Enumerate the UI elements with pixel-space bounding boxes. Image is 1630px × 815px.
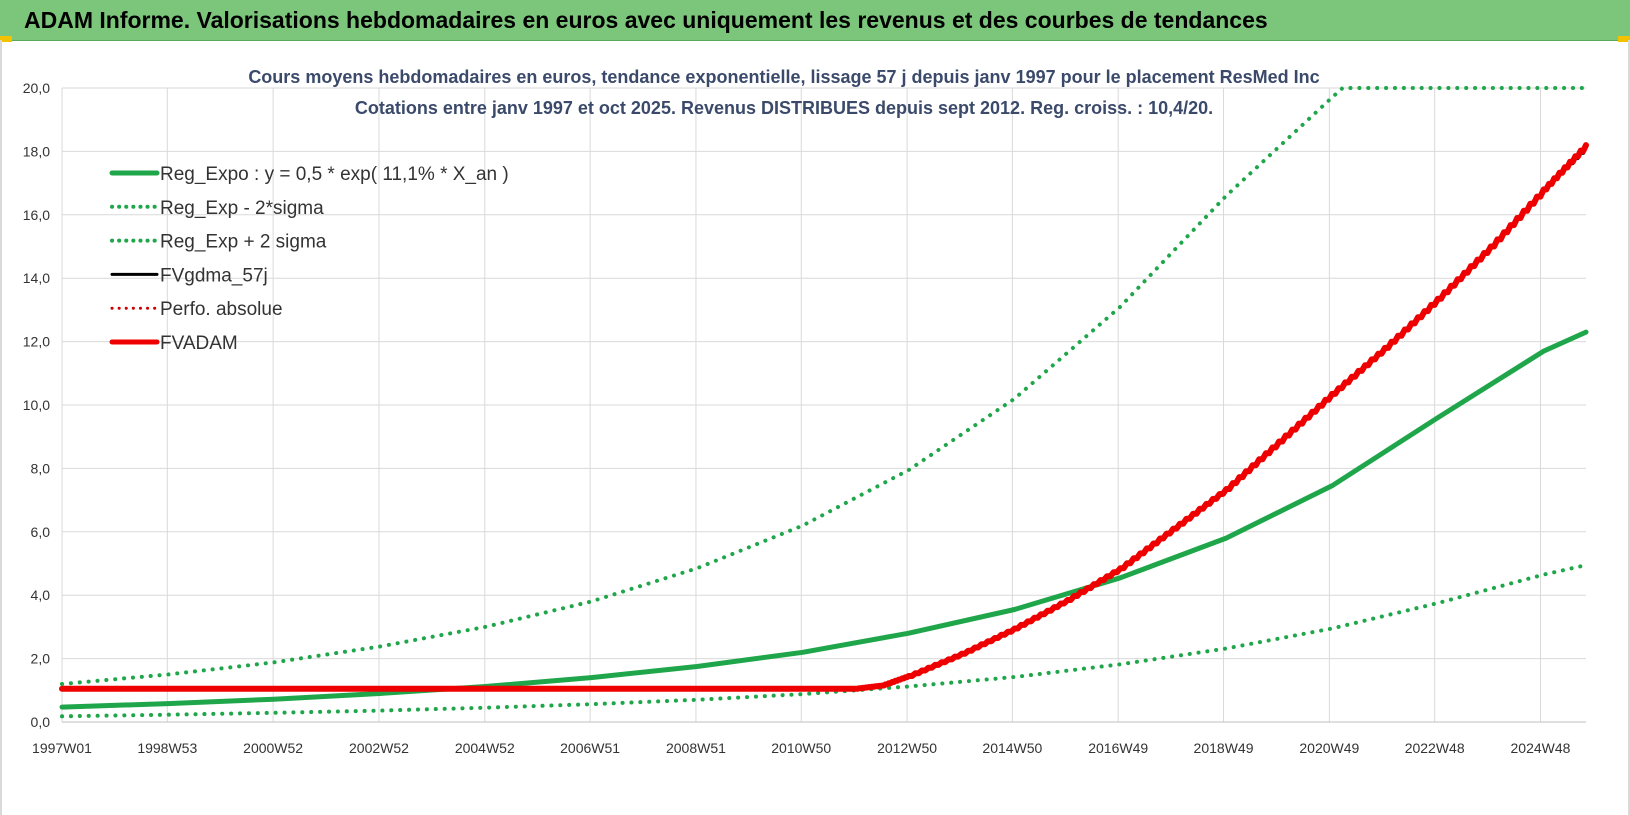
chart-titles: Cours moyens hebdomadaires en euros, ten…	[248, 67, 1319, 118]
x-tick-label: 2002W52	[349, 740, 409, 756]
axes: 0,0 2,0 4,0 6,0 8,0 10,0 12,0 14,0 16,0 18,0 20,0 1…	[23, 80, 1586, 756]
y-tick-label: 4,0	[31, 587, 51, 603]
x-tick-label: 2018W49	[1194, 740, 1254, 756]
legend-label-6: FVADAM	[160, 333, 238, 354]
corner-accent-right	[1618, 36, 1630, 42]
x-tick-label: 2006W51	[560, 740, 620, 756]
legend-label-2: Reg_Exp - 2*sigma	[160, 198, 324, 219]
chart-title-line-1: Cours moyens hebdomadaires en euros, ten…	[248, 67, 1319, 87]
series-line-2	[60, 563, 1588, 719]
y-tick-label: 16,0	[23, 207, 50, 223]
x-tick-label: 1997W01	[32, 740, 92, 756]
x-tick-label: 2012W50	[877, 740, 937, 756]
series-line-3	[60, 86, 1588, 686]
series-line-1	[59, 329, 1589, 710]
x-tick-label: 2000W52	[243, 740, 303, 756]
series-line-4	[60, 146, 1588, 691]
x-tick-label: 2004W52	[455, 740, 515, 756]
y-tick-label: 18,0	[23, 143, 50, 159]
legend-label-3: Reg_Exp + 2 sigma	[160, 232, 327, 253]
x-tick-label: 2010W50	[771, 740, 831, 756]
series-layer	[59, 86, 1589, 719]
y-tick-label: 10,0	[23, 397, 50, 413]
line-chart: 0,0 2,0 4,0 6,0 8,0 10,0 12,0 14,0 16,0 18,0 20,0 1…	[23, 67, 1589, 756]
chart-title-line-2: Cotations entre janv 1997 et oct 2025. R…	[355, 98, 1213, 118]
series-line-6	[59, 142, 1589, 692]
corner-accent-left	[0, 36, 12, 42]
y-tick-label: 8,0	[31, 460, 51, 476]
y-tick-label: 0,0	[31, 714, 51, 730]
header-bar: ADAM Informe. Valorisations hebdomadaire…	[0, 0, 1630, 41]
legend-label-4: FVgdma_57j	[160, 265, 268, 286]
series-line-5	[60, 146, 1588, 691]
grid-lines	[61, 87, 1586, 723]
chart-frame: 0,0 2,0 4,0 6,0 8,0 10,0 12,0 14,0 16,0 18,0 20,0 1…	[0, 40, 1630, 815]
x-tick-label: 2014W50	[982, 740, 1042, 756]
page-title: ADAM Informe. Valorisations hebdomadaire…	[24, 7, 1268, 33]
y-tick-label: 14,0	[23, 270, 50, 286]
legend: Reg_Expo : y = 0,5 * exp( 11,1% * X_an )…	[109, 164, 509, 354]
x-tick-label: 1998W53	[137, 740, 197, 756]
x-tick-label: 2024W48	[1511, 740, 1571, 756]
legend-label-5: Perfo. absolue	[160, 299, 283, 320]
x-tick-label: 2016W49	[1088, 740, 1148, 756]
y-tick-label: 20,0	[23, 80, 50, 96]
y-tick-label: 6,0	[31, 524, 51, 540]
y-tick-label: 12,0	[23, 334, 50, 350]
legend-label-1: Reg_Expo : y = 0,5 * exp( 11,1% * X_an )	[160, 164, 509, 185]
y-tick-label: 2,0	[31, 651, 51, 667]
x-tick-label: 2022W48	[1405, 740, 1465, 756]
x-tick-label: 2020W49	[1299, 740, 1359, 756]
x-tick-label: 2008W51	[666, 740, 726, 756]
